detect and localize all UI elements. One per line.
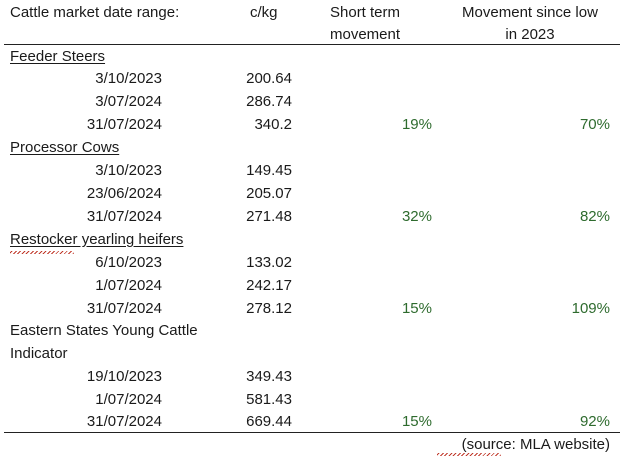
- row-price: 581.43: [246, 391, 292, 408]
- header-short-term-line1: Short term: [330, 4, 401, 21]
- header-rule: [4, 44, 620, 45]
- group-title-restocker-heifers: Restocker yearling heifers: [10, 231, 184, 248]
- row-date: 3/10/2023: [95, 162, 162, 179]
- row-price: 205.07: [246, 185, 292, 202]
- group-title-processor-cows: Processor Cows: [10, 139, 120, 156]
- row-price: 278.12: [246, 300, 292, 317]
- spellcheck-squiggle: [10, 251, 74, 254]
- row-since-low: 109%: [571, 300, 610, 317]
- row-short-term: 32%: [401, 208, 432, 225]
- row-price: 200.64: [246, 70, 292, 87]
- row-date: 19/10/2023: [86, 368, 162, 385]
- spellcheck-squiggle: [437, 453, 501, 456]
- header-since-low-line1: Movement since low: [462, 4, 598, 21]
- row-date: 31/07/2024: [86, 300, 162, 317]
- source-note: (source: MLA website): [461, 436, 610, 453]
- row-date: 6/10/2023: [95, 254, 162, 271]
- row-price: 133.02: [246, 254, 292, 271]
- row-price: 340.2: [254, 116, 292, 133]
- row-date: 1/07/2024: [95, 277, 162, 294]
- row-price: 349.43: [246, 368, 292, 385]
- row-date: 31/07/2024: [86, 208, 162, 225]
- row-since-low: 70%: [579, 116, 610, 133]
- row-date: 31/07/2024: [86, 116, 162, 133]
- header-short-term-line2: movement: [330, 26, 401, 43]
- row-price: 271.48: [246, 208, 292, 225]
- header-date-range: Cattle market date range:: [10, 4, 180, 21]
- row-date: 31/07/2024: [86, 413, 162, 430]
- row-short-term: 15%: [401, 300, 432, 317]
- row-short-term: 19%: [401, 116, 432, 133]
- row-price: 669.44: [246, 413, 292, 430]
- footer-rule: [4, 432, 620, 433]
- row-price: 149.45: [246, 162, 292, 179]
- group-title-feeder-steers: Feeder Steers: [10, 48, 106, 65]
- header-since-low-line2: in 2023: [505, 26, 555, 43]
- group-title-eyci-line1: Eastern States Young Cattle: [10, 322, 198, 339]
- row-since-low: 82%: [579, 208, 610, 225]
- group-title-eyci-line2: Indicator: [10, 345, 68, 362]
- row-date: 23/06/2024: [86, 185, 162, 202]
- row-since-low: 92%: [579, 413, 610, 430]
- row-date: 1/07/2024: [95, 391, 162, 408]
- row-short-term: 15%: [401, 413, 432, 430]
- row-price: 286.74: [246, 93, 292, 110]
- row-price: 242.17: [246, 277, 292, 294]
- header-unit: c/kg: [250, 4, 278, 21]
- row-date: 3/10/2023: [95, 70, 162, 87]
- row-date: 3/07/2024: [95, 93, 162, 110]
